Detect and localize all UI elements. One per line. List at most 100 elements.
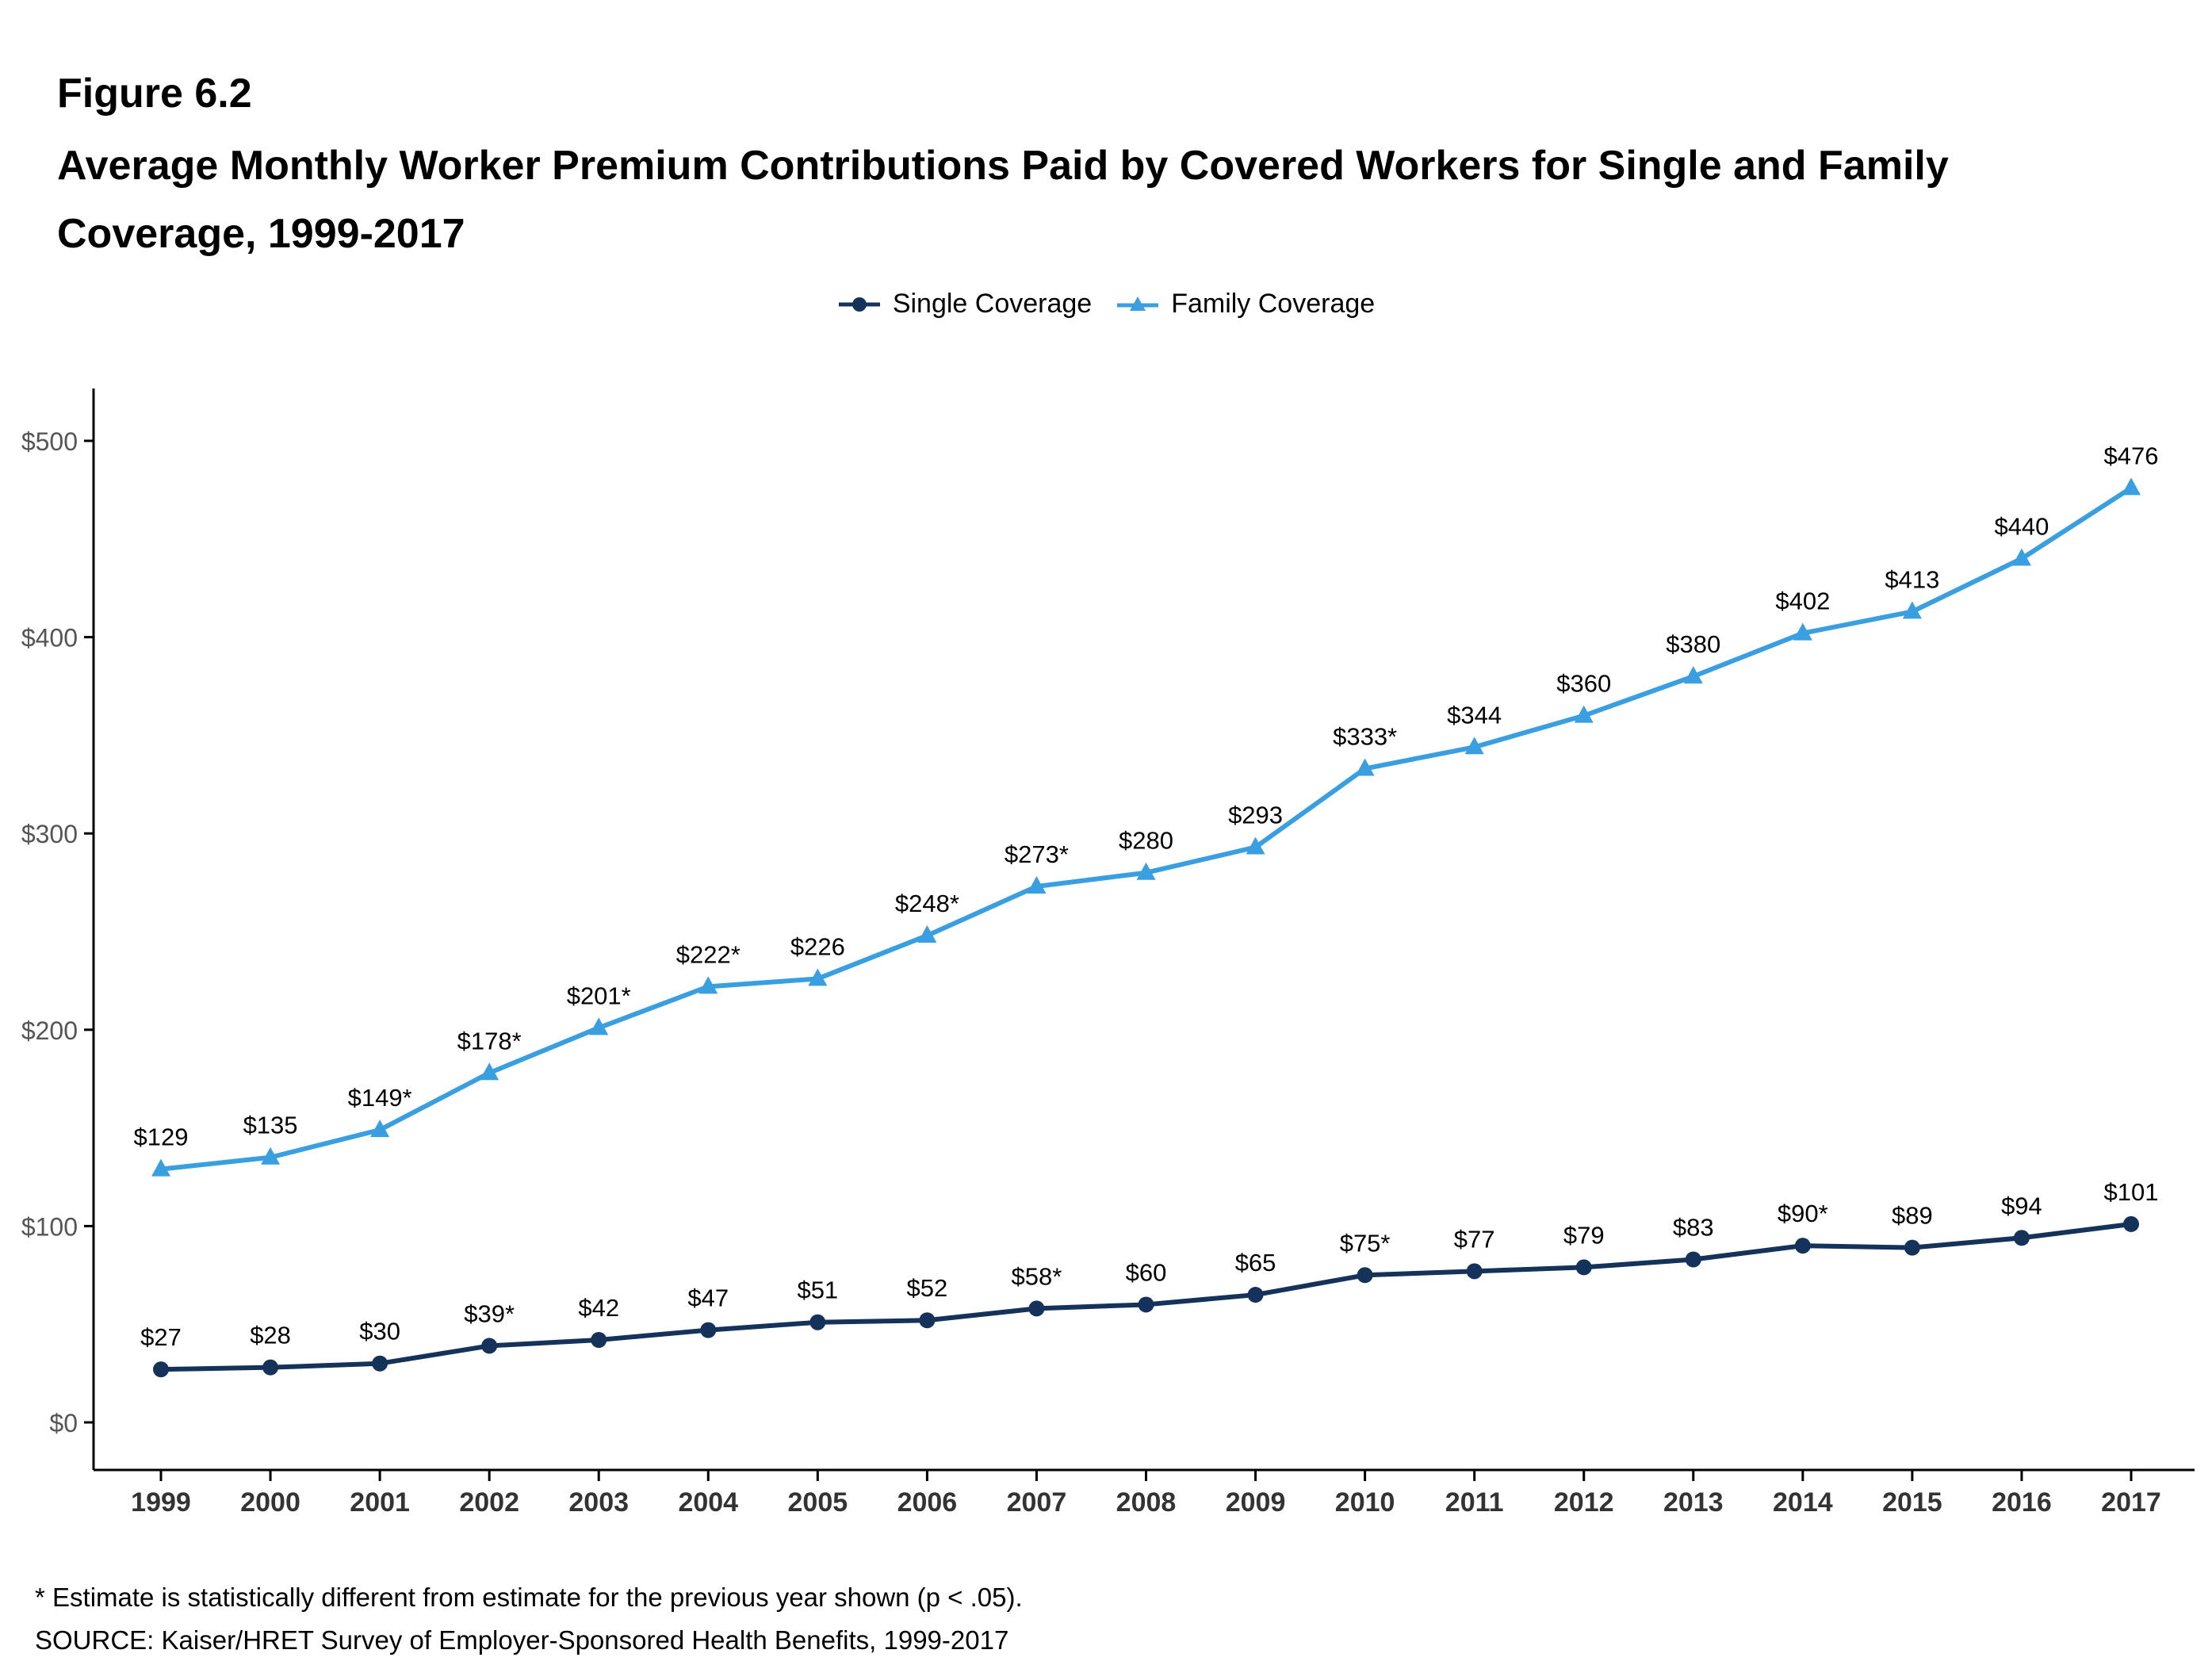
y-tick-label: $300: [21, 820, 78, 848]
x-tick-label: 2013: [1663, 1487, 1724, 1518]
data-label-family: $135: [243, 1112, 298, 1139]
x-tick-label: 2009: [1226, 1487, 1286, 1518]
data-label-single: $60: [1126, 1258, 1167, 1286]
data-label-single: $27: [140, 1323, 182, 1351]
legend-swatch-family-icon: [1117, 296, 1159, 311]
data-label-single: $90*: [1778, 1200, 1828, 1227]
line-chart: $0 $100 $200 $300 $400 $500 1999 2000 2001 2002 20…: [21, 388, 2195, 1518]
data-label-single: $94: [2001, 1192, 2042, 1219]
data-point-family: [1683, 666, 1703, 684]
source-note: SOURCE: Kaiser/HRET Survey of Employer-S…: [35, 1625, 1009, 1655]
figure-label: Figure 6.2: [57, 71, 252, 117]
data-label-single: $77: [1454, 1225, 1495, 1253]
x-tick-label: 2002: [459, 1487, 519, 1518]
footnote: * Estimate is statistically different fr…: [35, 1583, 1023, 1612]
data-label-single: $65: [1235, 1249, 1276, 1276]
data-label-family: $280: [1119, 827, 1173, 855]
x-tick-label: 2006: [897, 1487, 958, 1518]
data-point-family: [261, 1146, 281, 1165]
data-label-single: $52: [907, 1274, 948, 1302]
data-point-family: [698, 976, 718, 994]
x-tick-label: 2012: [1554, 1487, 1614, 1518]
data-point-single: [1685, 1251, 1701, 1268]
data-label-family: $273*: [1005, 840, 1069, 868]
data-label-single: $42: [578, 1294, 619, 1322]
x-tick-label: 2007: [1007, 1487, 1067, 1518]
data-point-single: [1028, 1300, 1045, 1317]
data-point-family: [1136, 862, 1156, 880]
data-label-family: $344: [1447, 701, 1502, 729]
legend-label-single: Single Coverage: [892, 289, 1093, 319]
data-point-family: [1574, 705, 1594, 723]
data-point-single: [481, 1338, 498, 1354]
data-label-family: $201*: [567, 982, 631, 1009]
data-label-family: $440: [1994, 513, 2049, 541]
legend-swatch-single-icon: [838, 297, 880, 312]
x-tick-label: 2004: [678, 1487, 738, 1518]
legend-item-family: Family Coverage: [1116, 289, 1375, 320]
data-point-family: [917, 924, 937, 943]
data-point-family: [808, 968, 828, 986]
data-point-single: [591, 1332, 607, 1349]
x-tick-label: 2014: [1773, 1487, 1833, 1518]
data-point-family: [589, 1017, 609, 1035]
data-point-family: [370, 1120, 390, 1138]
data-point-family: [151, 1158, 170, 1177]
data-label-family: $129: [134, 1123, 189, 1151]
data-label-single: $101: [2104, 1178, 2159, 1206]
x-tick-label: 2011: [1445, 1487, 1504, 1518]
data-point-family: [1246, 836, 1265, 855]
x-tick-label: 2008: [1116, 1487, 1177, 1518]
legend-item-single: Single Coverage: [837, 289, 1092, 320]
data-label-family: $360: [1556, 670, 1611, 698]
legend-label-family: Family Coverage: [1171, 289, 1376, 319]
data-label-single: $58*: [1012, 1262, 1062, 1290]
data-point-single: [809, 1314, 826, 1330]
data-point-single: [700, 1322, 717, 1338]
chart-legend: Single Coverage Family Coverage: [0, 289, 2212, 320]
x-tick-label: 2010: [1335, 1487, 1395, 1518]
data-label-single: $89: [1892, 1202, 1933, 1230]
data-label-family: $248*: [895, 890, 959, 917]
data-label-family: $476: [2104, 442, 2159, 469]
y-tick-label: $100: [21, 1212, 78, 1241]
y-tick-label: $0: [49, 1409, 78, 1437]
data-label-single: $30: [359, 1318, 400, 1345]
data-point-single: [1357, 1267, 1373, 1284]
x-tick-label: 2015: [1882, 1487, 1942, 1518]
data-point-single: [1466, 1263, 1483, 1280]
data-label-family: $333*: [1333, 722, 1397, 750]
data-point-single: [1247, 1287, 1264, 1303]
data-label-family: $402: [1775, 588, 1830, 615]
data-label-family: $380: [1666, 630, 1720, 658]
data-label-single: $51: [797, 1276, 838, 1304]
data-point-single: [1138, 1296, 1154, 1313]
x-tick-label: 2003: [568, 1487, 629, 1518]
data-label-family: $293: [1228, 802, 1283, 829]
x-tick-label: 1999: [131, 1487, 191, 1518]
data-point-family: [480, 1062, 499, 1081]
data-label-family: $222*: [676, 940, 741, 968]
data-point-single: [1575, 1259, 1592, 1276]
data-point-single: [2013, 1230, 2030, 1246]
data-point-single: [372, 1355, 388, 1372]
data-label-family: $149*: [348, 1084, 412, 1112]
data-point-single: [919, 1312, 936, 1329]
data-point-single: [1794, 1238, 1811, 1254]
x-tick-label: 2000: [240, 1487, 300, 1518]
y-tick-label: $200: [21, 1016, 78, 1045]
data-label-family: $413: [1885, 565, 1939, 593]
data-label-single: $39*: [464, 1299, 515, 1327]
data-label-single: $79: [1563, 1221, 1605, 1249]
data-point-single: [2123, 1215, 2139, 1232]
chart-title: Average Monthly Worker Premium Contribut…: [57, 143, 1949, 257]
data-point-single: [153, 1361, 169, 1378]
data-label-single: $47: [687, 1284, 729, 1312]
data-point-family: [1464, 737, 1484, 755]
data-point-family: [1902, 601, 1922, 619]
data-point-family: [2011, 548, 2031, 566]
x-tick-label: 2017: [2101, 1487, 2161, 1518]
data-point-family: [2122, 477, 2141, 496]
y-tick-label: $500: [21, 427, 78, 456]
data-point-single: [262, 1359, 279, 1376]
